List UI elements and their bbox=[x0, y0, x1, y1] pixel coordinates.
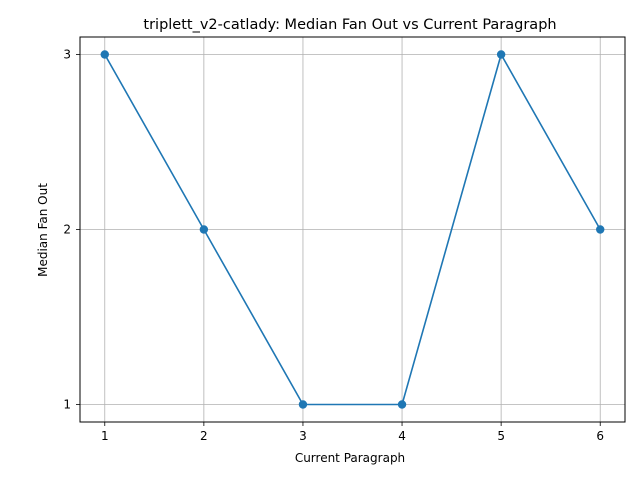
x-tick-label: 3 bbox=[299, 429, 307, 443]
series-line bbox=[104, 53, 601, 406]
y-tick-label: 1 bbox=[63, 398, 71, 412]
x-tick-label: 5 bbox=[497, 429, 505, 443]
chart-title: triplett_v2-catlady: Median Fan Out vs C… bbox=[143, 17, 556, 33]
x-tick-label: 4 bbox=[398, 429, 406, 443]
data-point bbox=[397, 400, 407, 409]
data-point bbox=[199, 225, 209, 234]
y-tick-label: 3 bbox=[63, 48, 71, 62]
data-series bbox=[100, 50, 605, 409]
x-tick-label: 2 bbox=[200, 429, 208, 443]
x-axis-ticks: 1 2 3 4 5 6 bbox=[101, 422, 604, 443]
y-axis-ticks: 1 2 3 bbox=[63, 48, 80, 412]
data-point bbox=[496, 50, 506, 59]
data-point bbox=[100, 50, 109, 59]
data-point bbox=[596, 225, 605, 234]
data-point bbox=[298, 400, 308, 409]
y-axis-label: Median Fan Out bbox=[36, 183, 50, 277]
x-tick-label: 1 bbox=[101, 429, 109, 443]
x-axis-label: Current Paragraph bbox=[295, 451, 405, 465]
y-tick-label: 2 bbox=[63, 223, 71, 237]
x-tick-label: 6 bbox=[596, 429, 604, 443]
